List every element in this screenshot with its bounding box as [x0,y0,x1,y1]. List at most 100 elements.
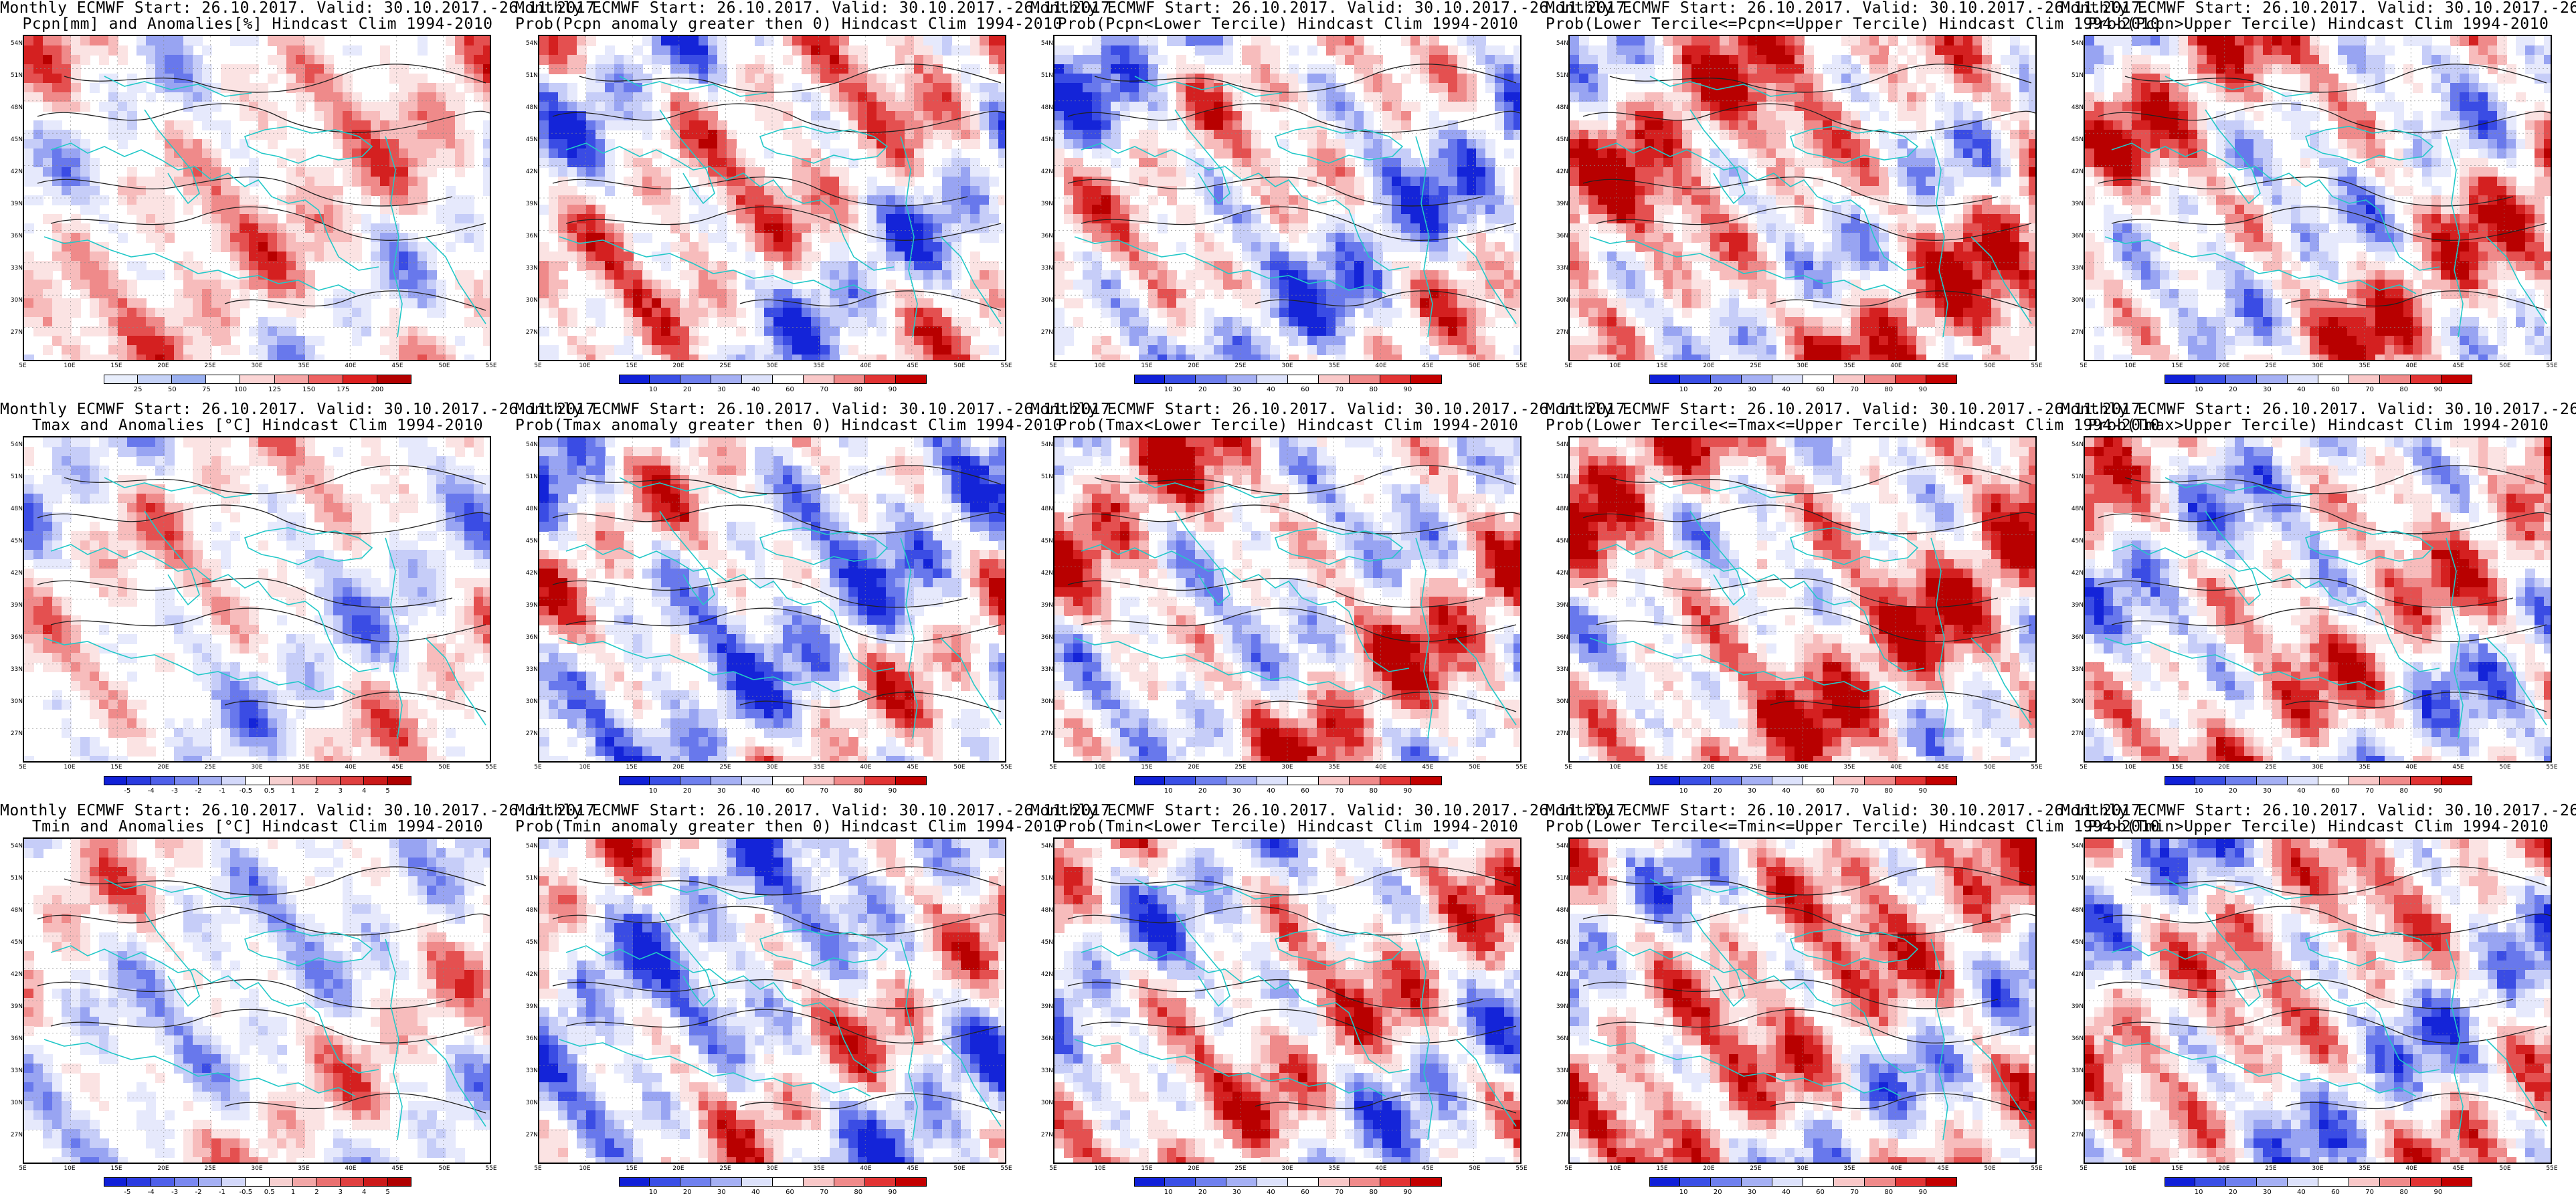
lat-tick-label: 33N [521,666,538,673]
colorbar [1649,776,1957,785]
colorbar-label: 30 [1232,1189,1241,1196]
map-panel: Monthly ECMWF Start: 26.10.2017. Valid: … [0,803,604,1204]
panel-title-header: Monthly ECMWF Start: 26.10.2017. Valid: … [0,401,604,417]
colorbar-label: 3 [339,787,343,795]
colorbar-swatch [680,375,711,384]
coastline [1274,527,1404,565]
shaded-field [2085,36,2551,360]
lon-tick-label: 20E [1188,1165,1199,1172]
lon-tick-label: 15E [1141,363,1152,369]
lon-tick-label: 50E [2499,1165,2510,1172]
lon-tick-label: 40E [860,764,871,771]
colorbar-swatch [865,776,896,785]
colorbar-label: 20 [1714,386,1722,393]
lon-tick-label: 55E [2546,1165,2557,1172]
contour-line [64,465,486,494]
colorbar-label: -5 [124,787,130,795]
contour-line [224,692,486,712]
colorbar-label: -1 [219,787,225,795]
colorbar-label: 75 [202,386,211,393]
lon-tick-label: 25E [719,764,731,771]
panel-title-variable: Prob(Lower Tercile<=Tmax<=Upper Tercile)… [1546,417,2160,433]
contour-line [1582,979,1999,1009]
lat-tick-label: 54N [1036,441,1053,448]
lat-tick-label: 36N [2066,1035,2084,1042]
lon-tick-label: 35E [298,1165,309,1172]
contour-line [552,176,968,207]
contour-line [2124,465,2547,494]
colorbar-label: 80 [1369,787,1378,795]
lon-tick-label: 35E [1328,363,1340,369]
coastline [659,510,715,606]
lat-tick-label: 51N [2066,72,2084,79]
colorbar-label: 10 [649,386,658,393]
panel-title-variable: Prob(Tmax anomaly greater then 0) Hindca… [515,417,1062,433]
lat-tick-label: 54N [2066,40,2084,47]
lon-tick-label: 40E [345,1165,356,1172]
colorbar-label: 60 [786,1189,794,1196]
lon-tick-label: 10E [64,1165,75,1172]
lon-tick-label: 15E [2171,363,2183,369]
colorbar-swatch [340,1177,365,1187]
lat-tick-label: 30N [521,698,538,705]
colorbar-swatch [2318,375,2349,384]
coastline [1415,136,1433,338]
lat-tick-label: 30N [1036,297,1053,304]
lon-tick-label: 55E [1000,1165,1012,1172]
colorbar-swatch [1926,1177,1957,1187]
lat-tick-label: 45N [1036,136,1053,143]
lat-tick-label: 27N [1551,730,1568,737]
colorbar-label: 5 [385,787,389,795]
lon-tick-label: 45E [1422,363,1433,369]
contour-line [1609,64,2032,93]
colorbar-swatch [619,375,650,384]
colorbar-swatch [1711,776,1742,785]
lon-tick-label: 40E [345,363,356,369]
contour-line [2285,692,2547,712]
colorbar-label: 30 [1748,1189,1756,1196]
coastline [2104,1039,2417,1097]
colorbar-swatch [1196,1177,1226,1187]
lat-tick-label: 45N [1551,136,1568,143]
lon-tick-label: 5E [19,764,26,771]
lat-tick-label: 42N [5,169,23,175]
lon-tick-label: 25E [1234,1165,1246,1172]
lon-tick-label: 10E [64,764,75,771]
panel-title-variable: Prob(Tmax>Upper Tercile) Hindcast Clim 1… [2061,417,2576,433]
coastline [619,878,767,900]
colorbar-swatch [773,1177,804,1187]
colorbar-label: 30 [1232,386,1241,393]
lon-tick-label: 35E [1843,1165,1855,1172]
colorbar-label: 70 [820,1189,828,1196]
lat-tick-label: 48N [5,104,23,111]
lon-tick-label: 25E [1234,764,1246,771]
lat-tick-label: 33N [1036,265,1053,272]
coastline [1174,912,1230,1007]
lat-tick-label: 33N [1551,666,1568,673]
colorbar-swatch [2349,375,2380,384]
lat-tick-label: 39N [1551,602,1568,609]
colorbar-label: 60 [1301,1189,1309,1196]
lat-tick-label: 54N [5,441,23,448]
contour-line [565,607,1002,642]
lat-tick-label: 48N [521,907,538,914]
coastline [559,236,871,294]
contour-line [565,1009,1002,1043]
lat-tick-label: 33N [5,1068,23,1074]
lon-tick-label: 20E [672,1165,684,1172]
lat-tick-label: 39N [5,602,23,609]
lon-tick-label: 5E [1564,363,1572,369]
colorbar-label: 30 [1232,787,1241,795]
lon-tick-label: 40E [860,1165,871,1172]
lat-tick-label: 36N [1036,634,1053,641]
colorbar-swatch [387,1177,411,1187]
lat-tick-label: 45N [1551,939,1568,946]
colorbar-label: 90 [2434,1189,2443,1196]
colorbar-label: 90 [1919,1189,1928,1196]
contour-line [50,206,486,241]
colorbar-label: 90 [889,386,897,393]
colorbar-label: 10 [1164,1189,1173,1196]
lat-tick-label: 30N [1551,1100,1568,1106]
map-area [2084,35,2552,361]
contour-line [37,906,490,936]
